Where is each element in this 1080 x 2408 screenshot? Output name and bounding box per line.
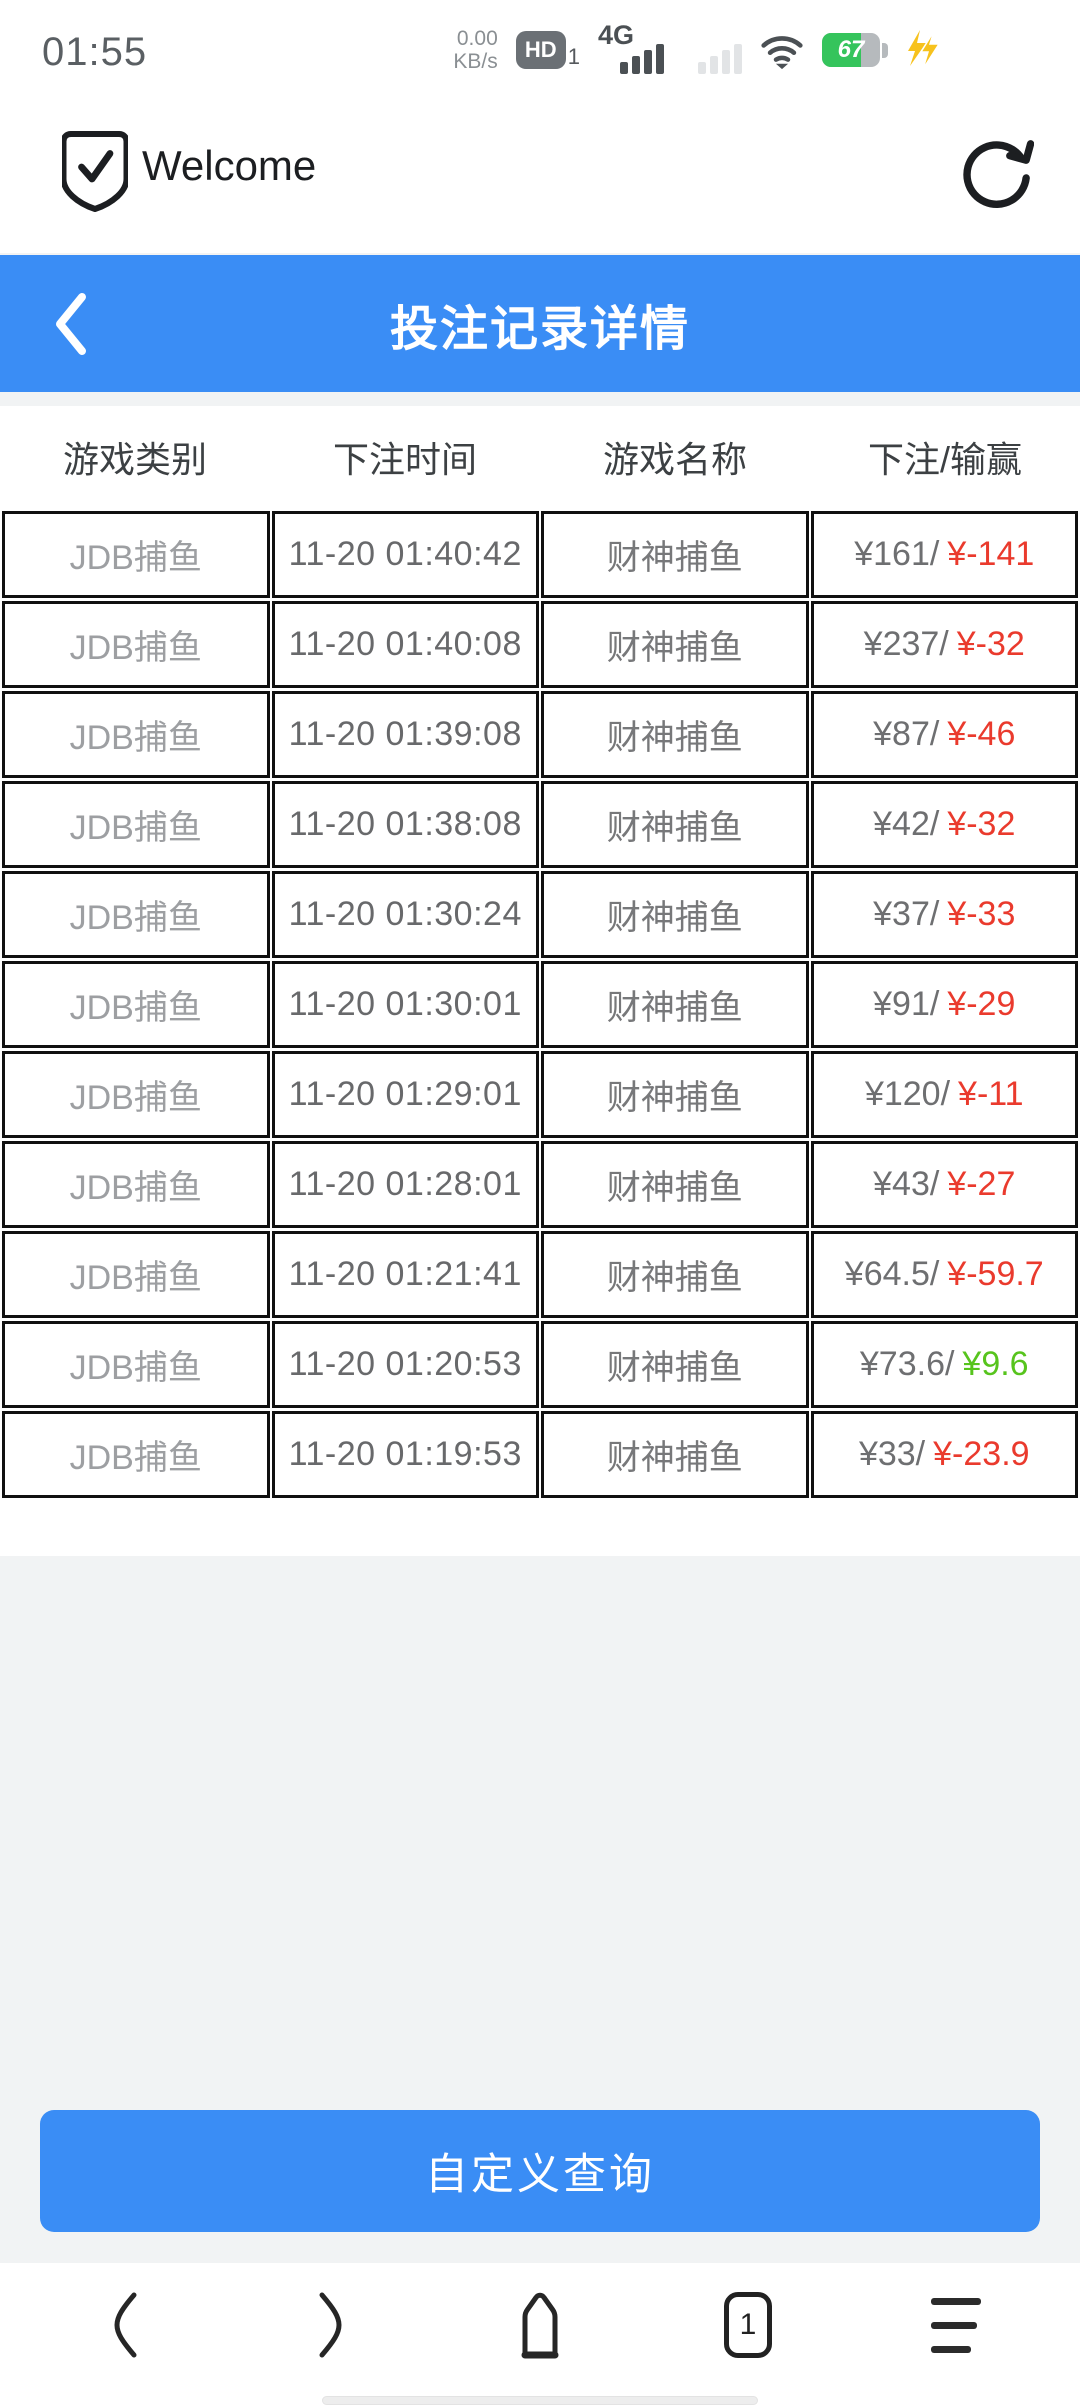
- wifi-icon: [760, 31, 804, 69]
- page-title: 投注记录详情: [389, 302, 690, 356]
- nav-home-button[interactable]: [504, 2287, 576, 2363]
- header-game-name: 游戏名称: [602, 439, 747, 480]
- cellular-signal2-icon: [682, 22, 742, 78]
- home-indicator-bar[interactable]: [322, 2396, 758, 2405]
- page-tab-title: Welcome: [142, 142, 317, 189]
- table-row: JDB捕鱼 11-20 01:20:53 财神捕鱼 ¥73.6/¥9.6: [2, 1321, 1078, 1408]
- browser-address-bar: Welcome: [0, 100, 1080, 255]
- back-button[interactable]: [50, 291, 92, 362]
- charging-bolt-icon: [906, 29, 940, 71]
- battery-icon: 67: [822, 33, 888, 67]
- table-row: JDB捕鱼 11-20 01:38:08 财神捕鱼 ¥42/¥-32: [2, 781, 1078, 868]
- browser-bottom-nav: 1: [0, 2263, 1080, 2408]
- app-header: 投注记录详情: [0, 255, 1080, 392]
- custom-query-button[interactable]: 自定义查询: [40, 2110, 1040, 2232]
- site-security-shield-icon[interactable]: [60, 128, 130, 217]
- tab-count: 1: [739, 2308, 757, 2341]
- status-bar: 01:55 0.00 KB/s HD 1 4G: [0, 0, 1080, 100]
- hamburger-menu-icon: [931, 2297, 981, 2353]
- table-header-row: 游戏类别 下注时间 游戏名称 下注/输赢: [0, 406, 1080, 508]
- table-row: JDB捕鱼 11-20 01:40:08 财神捕鱼 ¥237/¥-32: [2, 601, 1078, 688]
- table-row: JDB捕鱼 11-20 01:29:01 财神捕鱼 ¥120/¥-11: [2, 1051, 1078, 1138]
- table-row: JDB捕鱼 11-20 01:19:53 财神捕鱼 ¥33/¥-23.9: [2, 1411, 1078, 1498]
- table-row: JDB捕鱼 11-20 01:21:41 财神捕鱼 ¥64.5/¥-59.7: [2, 1231, 1078, 1318]
- table-row: JDB捕鱼 11-20 01:28:01 财神捕鱼 ¥43/¥-27: [2, 1141, 1078, 1228]
- table-row: JDB捕鱼 11-20 01:40:42 财神捕鱼 ¥161/¥-141: [2, 511, 1078, 598]
- records-table: JDB捕鱼 11-20 01:40:42 财神捕鱼 ¥161/¥-141 JDB…: [0, 508, 1080, 1501]
- header-bet-time: 下注时间: [332, 439, 477, 480]
- network-speed: 0.00 KB/s: [453, 27, 498, 73]
- nav-tabs-button[interactable]: 1: [712, 2287, 784, 2363]
- table-row: JDB捕鱼 11-20 01:30:24 财神捕鱼 ¥37/¥-33: [2, 871, 1078, 958]
- refresh-button[interactable]: [956, 132, 1035, 223]
- table-row: JDB捕鱼 11-20 01:39:08 财神捕鱼 ¥87/¥-46: [2, 691, 1078, 778]
- table-row: JDB捕鱼 11-20 01:30:01 财神捕鱼 ¥91/¥-29: [2, 961, 1078, 1048]
- nav-back-button[interactable]: [88, 2287, 160, 2363]
- header-bet-winloss: 下注/输赢: [867, 439, 1022, 480]
- hd-voice-icon: HD 1: [515, 31, 580, 69]
- header-game-category: 游戏类别: [62, 439, 207, 480]
- divider-strip: [0, 392, 1080, 406]
- nav-forward-button[interactable]: [296, 2287, 368, 2363]
- cellular-signal-icon: 4G: [598, 20, 664, 78]
- nav-menu-button[interactable]: [920, 2287, 992, 2363]
- clock: 01:55: [42, 30, 148, 74]
